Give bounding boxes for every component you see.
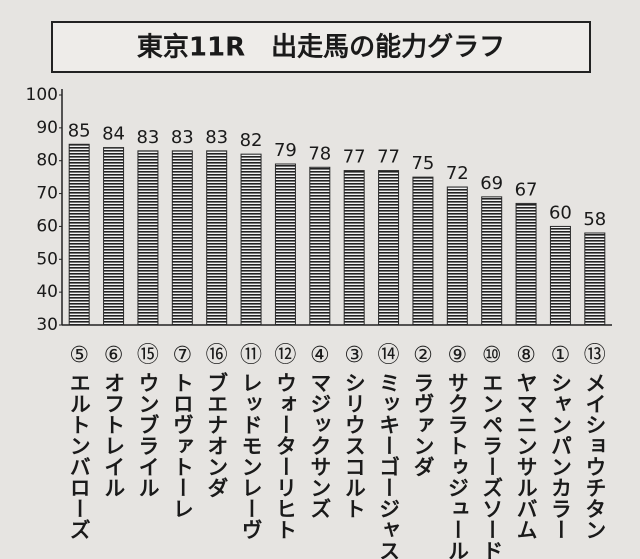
x-tick-label: ヤマニンサルバム <box>514 372 538 540</box>
x-tick-label: ウンブライル <box>136 372 160 498</box>
value-label: 83 <box>205 127 228 148</box>
bar <box>584 232 606 326</box>
y-tick-label: 80 <box>36 151 58 171</box>
x-tick-label: トロヴァトーレ <box>170 372 194 519</box>
y-tick-label: 40 <box>36 282 58 302</box>
x-tick-label: シャンパンカラー <box>548 372 572 540</box>
x-tick-label: ラヴァンダ <box>411 372 435 477</box>
bar <box>343 170 365 326</box>
horse-number: ⑧ <box>516 343 536 368</box>
bar <box>274 163 296 326</box>
value-label: 60 <box>549 202 572 223</box>
value-label: 77 <box>343 147 366 168</box>
horse-number: ① <box>551 343 571 368</box>
value-label: 84 <box>102 124 125 145</box>
bar <box>171 150 193 326</box>
x-tick-label: ミッキーゴージャス <box>377 372 401 559</box>
value-label: 72 <box>446 163 469 184</box>
x-tick-label: エルトンバローズ <box>67 372 91 540</box>
value-label: 83 <box>171 127 194 148</box>
title-box <box>51 21 591 73</box>
value-label: 69 <box>480 173 503 194</box>
x-tick-label: サクラトゥジュール <box>445 372 469 559</box>
x-tick-label: メイショウチタン <box>583 372 607 540</box>
y-tick-label: 100 <box>26 85 58 105</box>
horse-number: ⑭ <box>378 343 400 368</box>
value-label: 79 <box>274 140 297 161</box>
y-tick-label: 30 <box>36 315 58 335</box>
x-tick-label: オフトレイル <box>102 372 126 498</box>
horse-number: ③ <box>344 343 364 368</box>
value-label: 75 <box>411 153 434 174</box>
horse-number: ② <box>413 343 433 368</box>
y-tick-label: 70 <box>36 184 58 204</box>
x-tick-label: エンペラーズソード <box>480 372 504 559</box>
value-label: 77 <box>377 147 400 168</box>
horse-number: ④ <box>310 343 330 368</box>
horse-number: ⑫ <box>274 343 296 368</box>
y-tick-label: 90 <box>36 118 58 138</box>
y-tick-label: 60 <box>36 216 58 236</box>
bar <box>549 225 571 326</box>
bar <box>481 196 503 326</box>
x-tick-label: シリウスコルト <box>342 372 366 519</box>
bar <box>515 202 537 326</box>
bar <box>137 150 159 326</box>
x-tick-label: マジックサンズ <box>308 372 332 519</box>
x-tick-label: ウォーターリヒト <box>273 372 297 540</box>
value-label: 82 <box>240 130 263 151</box>
x-tick-label: ブエナオンダ <box>205 371 229 498</box>
horse-number: ⑤ <box>69 343 89 368</box>
bar <box>68 143 90 326</box>
horse-number: ⑮ <box>137 343 159 368</box>
horse-number: ⑨ <box>447 343 467 368</box>
bar <box>309 166 331 326</box>
bar <box>240 153 262 326</box>
horse-number: ⑩ <box>482 343 502 368</box>
horse-number: ⑯ <box>206 343 228 368</box>
horse-number: ⑥ <box>104 343 124 368</box>
bar <box>103 147 125 326</box>
value-label: 78 <box>308 143 331 164</box>
y-tick-label: 50 <box>36 249 58 269</box>
bar <box>206 150 228 326</box>
value-label: 67 <box>515 179 538 200</box>
horse-number: ⑪ <box>240 343 262 368</box>
horse-number: ⑦ <box>172 343 192 368</box>
value-label: 58 <box>583 209 606 230</box>
x-tick-label: レッドモンレーヴ <box>239 372 263 540</box>
bar <box>446 186 468 326</box>
value-label: 83 <box>136 127 159 148</box>
bar <box>378 170 400 326</box>
chart-title: 東京11R 出走馬の能力グラフ <box>137 32 505 63</box>
value-label: 85 <box>68 120 91 141</box>
horse-number: ⑬ <box>584 343 606 368</box>
bar <box>412 176 434 326</box>
